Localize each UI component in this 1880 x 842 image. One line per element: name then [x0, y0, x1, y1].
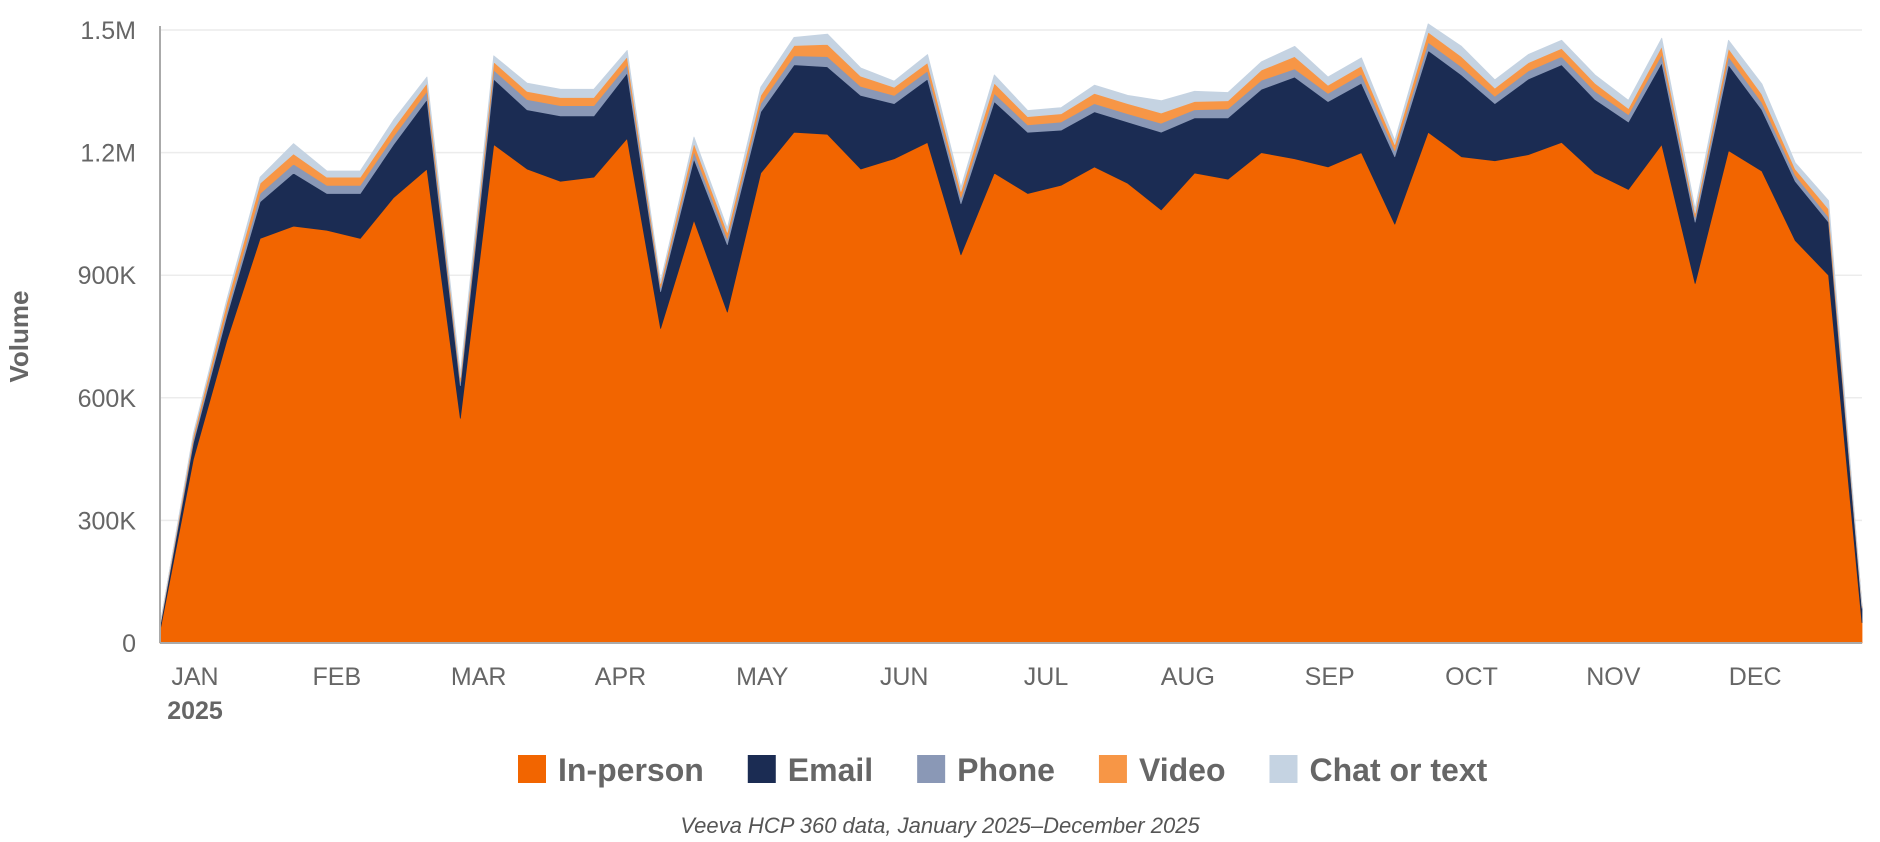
- x-tick-label: AUG: [1161, 663, 1215, 691]
- y-tick-label: 1.5M: [80, 17, 136, 45]
- area-chat-or-text: [159, 23, 1863, 626]
- y-tick-label: 300K: [78, 507, 137, 535]
- legend-label-email: Email: [788, 752, 873, 788]
- y-tick-label: 0: [122, 630, 136, 658]
- x-tick-label: NOV: [1586, 663, 1641, 691]
- legend-swatch-phone: [917, 755, 946, 783]
- x-tick-label: FEB: [313, 663, 362, 691]
- legend-label-in-person: In-person: [558, 752, 704, 788]
- y-tick-label: 600K: [78, 385, 137, 413]
- x-tick-label: JAN: [171, 663, 218, 691]
- source-note: Veeva HCP 360 data, January 2025–Decembe…: [680, 813, 1200, 838]
- y-axis-title: Volume: [4, 291, 34, 383]
- x-tick-label: OCT: [1445, 663, 1498, 691]
- y-tick-label: 900K: [78, 262, 137, 290]
- legend-swatch-chat-or-text: [1269, 755, 1298, 783]
- area-in-person: [159, 131, 1863, 644]
- x-tick-label: SEP: [1305, 663, 1355, 691]
- axes: [159, 26, 1862, 644]
- legend-label-phone: Phone: [957, 752, 1055, 788]
- legend-swatch-video: [1098, 755, 1127, 783]
- x-tick-label: APR: [595, 663, 646, 691]
- area-series: [159, 23, 1863, 644]
- legend-swatch-in-person: [518, 755, 546, 783]
- legend-label-video: Video: [1139, 752, 1226, 788]
- legend-label-chat-or-text: Chat or text: [1309, 752, 1487, 788]
- x-tick-label: MAR: [451, 663, 507, 691]
- x-tick-label: MAY: [736, 663, 789, 691]
- y-tick-labels: 0 300K 600K 900K 1.2M 1.5M: [78, 17, 137, 658]
- x-tick-label: JUL: [1024, 663, 1069, 691]
- x-tick-label: JUN: [880, 663, 929, 691]
- y-tick-label: 1.2M: [80, 140, 136, 168]
- legend: In-person Email Phone Video Chat or text: [518, 752, 1488, 788]
- x-tick-labels: JAN FEB MAR APR MAY JUN JUL AUG SEP OCT NOV DEC: [171, 663, 1781, 691]
- legend-swatch-email: [747, 755, 776, 783]
- x-tick-label: DEC: [1729, 663, 1782, 691]
- year-label: 2025: [167, 697, 223, 725]
